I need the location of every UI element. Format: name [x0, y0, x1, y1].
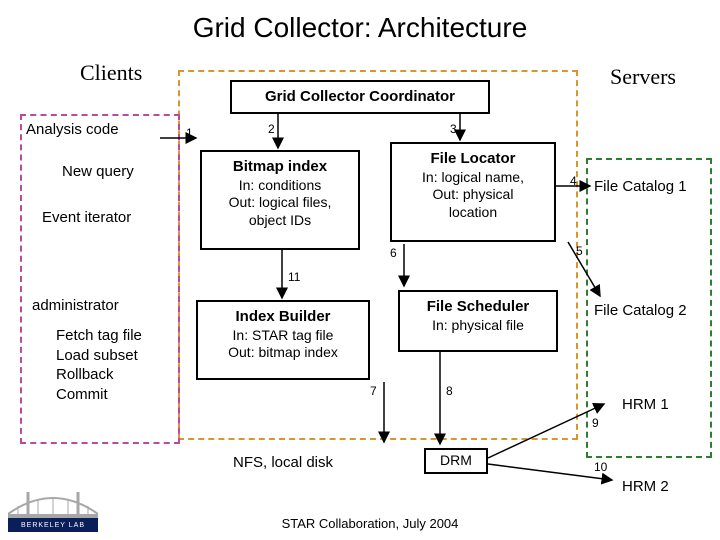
event-iterator-label: Event iterator [42, 208, 131, 228]
coordinator-title: Grid Collector Coordinator [265, 88, 455, 105]
hrm-1: HRM 1 [622, 396, 669, 413]
bitmap-index-out1: Out: logical files, [210, 194, 350, 212]
file-locator-in: In: logical name, [400, 169, 546, 187]
file-locator-title: File Locator [400, 150, 546, 169]
file-locator-box: File Locator In: logical name, Out: phys… [390, 142, 556, 242]
berkeley-lab-logo: BERKELEY LAB [8, 488, 98, 532]
footer-text: STAR Collaboration, July 2004 [260, 516, 480, 531]
bitmap-index-title: Bitmap index [210, 158, 350, 177]
file-scheduler-box: File Scheduler In: physical file [398, 290, 558, 352]
arrow-num-11: 11 [288, 270, 300, 284]
arrow-num-9: 9 [592, 416, 599, 430]
file-scheduler-title: File Scheduler [408, 298, 548, 317]
index-builder-box: Index Builder In: STAR tag file Out: bit… [196, 300, 370, 380]
logo-bar: BERKELEY LAB [8, 518, 98, 532]
file-catalog-1: File Catalog 1 [594, 178, 687, 195]
admin-op-fetch: Fetch tag file [56, 326, 176, 346]
arrow-num-8: 8 [446, 384, 453, 398]
file-catalog-2: File Catalog 2 [594, 302, 687, 319]
admin-op-rollback: Rollback [56, 365, 176, 385]
nfs-local-label: NFS, local disk [218, 454, 348, 471]
file-locator-out2: location [400, 204, 546, 222]
bridge-icon [8, 488, 98, 518]
hrm-2: HRM 2 [622, 478, 669, 495]
clients-label: Clients [80, 60, 142, 86]
file-scheduler-in: In: physical file [408, 317, 548, 335]
drm-box: DRM [424, 448, 488, 474]
bitmap-index-in: In: conditions [210, 177, 350, 195]
bitmap-index-box: Bitmap index In: conditions Out: logical… [200, 150, 360, 250]
servers-label: Servers [610, 64, 676, 90]
index-builder-in: In: STAR tag file [206, 327, 360, 345]
new-query-label: New query [62, 162, 134, 182]
arrow-num-10: 10 [594, 460, 607, 474]
drm-label: DRM [440, 452, 472, 468]
arrow-num-5: 5 [576, 244, 583, 258]
arrow-num-3: 3 [450, 122, 457, 136]
bitmap-index-out2: object IDs [210, 212, 350, 230]
index-builder-out: Out: bitmap index [206, 344, 360, 362]
arrow-num-4: 4 [570, 174, 577, 188]
administrator-label: administrator [32, 296, 119, 316]
coordinator-title-box: Grid Collector Coordinator [230, 80, 490, 114]
arrow-num-1: 1 [186, 126, 193, 140]
analysis-code-label: Analysis code [26, 120, 119, 140]
file-locator-out1: Out: physical [400, 186, 546, 204]
coordinator-region [178, 70, 578, 440]
arrow-num-2: 2 [268, 122, 275, 136]
admin-op-load: Load subset [56, 346, 176, 366]
page-title: Grid Collector: Architecture [0, 0, 720, 44]
admin-ops: Fetch tag file Load subset Rollback Comm… [56, 326, 176, 404]
arrow-num-6: 6 [390, 246, 397, 260]
index-builder-title: Index Builder [206, 308, 360, 327]
arrow-num-7: 7 [370, 384, 377, 398]
admin-op-commit: Commit [56, 385, 176, 405]
